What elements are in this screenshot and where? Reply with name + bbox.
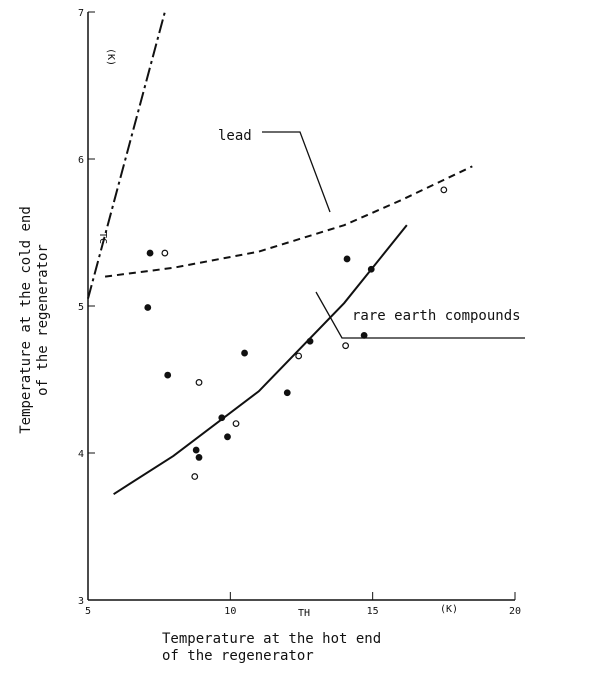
y-unit: (K) xyxy=(105,48,116,66)
point xyxy=(191,473,199,480)
y-axis-label: of the regenerator xyxy=(35,244,51,396)
x-unit: (K) xyxy=(440,604,458,615)
point xyxy=(161,249,169,257)
x-tick-label: 20 xyxy=(509,606,521,617)
leader xyxy=(315,291,525,339)
x-tick-label: 15 xyxy=(367,606,379,617)
x-symbol: TH xyxy=(298,608,310,619)
point xyxy=(164,371,172,379)
curve xyxy=(104,165,473,278)
y-axis-label: Temperature at the cold end xyxy=(18,206,34,434)
point xyxy=(295,352,303,360)
point xyxy=(192,446,200,454)
point xyxy=(283,389,291,397)
y-symbol: TC xyxy=(97,232,108,244)
y-tick-label: 7 xyxy=(78,8,84,19)
point xyxy=(360,332,368,339)
curve xyxy=(113,224,408,496)
point xyxy=(232,420,240,428)
point xyxy=(218,414,226,422)
point xyxy=(195,379,203,386)
y-tick-label: 3 xyxy=(78,596,84,607)
point xyxy=(306,337,314,345)
leader xyxy=(262,131,331,213)
x-axis-label: Temperature at the hot end xyxy=(162,631,381,647)
annotation: lead xyxy=(218,128,252,144)
point xyxy=(342,342,350,350)
point xyxy=(146,249,154,257)
x-tick-label: 10 xyxy=(224,606,236,617)
annotation: rare earth compounds xyxy=(352,308,521,324)
point xyxy=(224,433,231,441)
y-tick-label: 5 xyxy=(78,302,84,313)
point xyxy=(241,349,248,357)
point xyxy=(195,454,203,461)
point xyxy=(343,255,351,263)
point xyxy=(144,304,152,311)
y-tick-label: 4 xyxy=(78,449,84,460)
point xyxy=(367,265,375,273)
point xyxy=(440,186,448,194)
x-axis-label: of the regenerator xyxy=(162,648,314,664)
y-tick-label: 6 xyxy=(78,155,84,166)
x-tick-label: 5 xyxy=(85,606,91,617)
curve xyxy=(87,11,166,299)
